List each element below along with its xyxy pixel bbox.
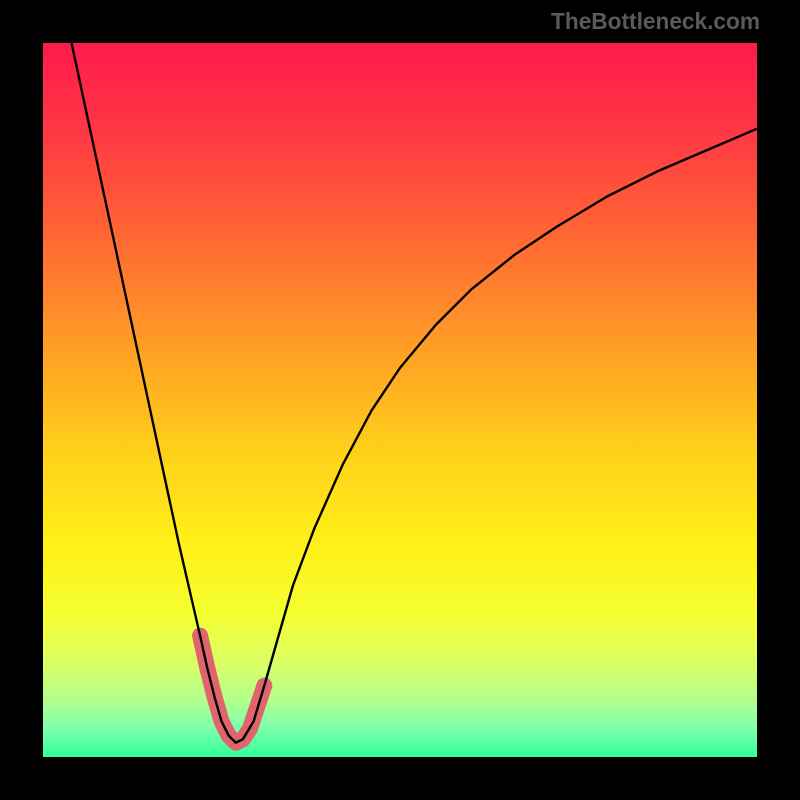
- plot-area: [43, 43, 757, 757]
- chart-svg: [43, 43, 757, 757]
- watermark-text: TheBottleneck.com: [551, 8, 760, 35]
- chart-frame: TheBottleneck.com: [0, 0, 800, 800]
- gradient-background: [43, 43, 757, 757]
